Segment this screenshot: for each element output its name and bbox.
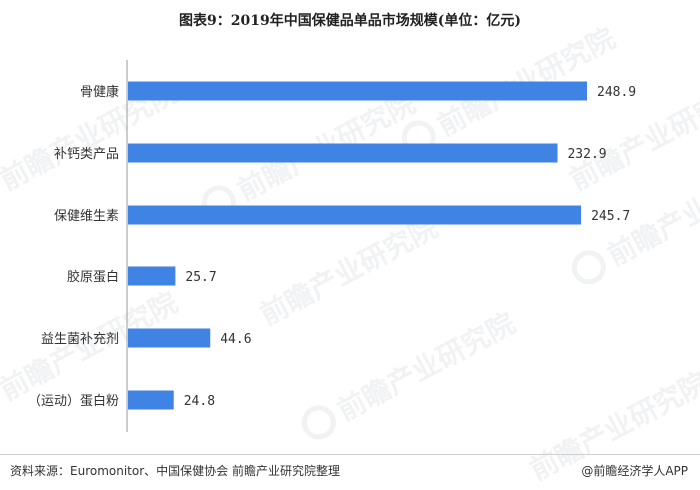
value-label: 24.8 bbox=[184, 394, 215, 409]
bar bbox=[128, 328, 211, 348]
bar bbox=[128, 205, 582, 225]
footer-brand: @前瞻经济学人APP bbox=[581, 464, 688, 478]
category-label: 保健维生素 bbox=[54, 209, 119, 224]
category-label: 胶原蛋白 bbox=[67, 269, 119, 285]
category-label: 益生菌补充剂 bbox=[41, 331, 119, 347]
category-label: 骨健康 bbox=[80, 84, 119, 100]
bar-chart: 骨健康 248.9 补钙类产品 232.9 保健维生素 245.7 胶原蛋白 25.7 益生菌补… bbox=[28, 60, 636, 432]
footer: 资料来源：Euromonitor、中国保健协会 前瞻产业研究院整理 @前瞻经济学… bbox=[0, 454, 700, 490]
value-label: 248.9 bbox=[597, 85, 636, 100]
bar bbox=[128, 390, 174, 410]
category-label: 补钙类产品 bbox=[54, 147, 119, 162]
bar bbox=[128, 81, 587, 101]
value-label: 245.7 bbox=[591, 209, 630, 224]
footer-source: 资料来源：Euromonitor、中国保健协会 前瞻产业研究院整理 bbox=[10, 464, 340, 478]
value-label: 25.7 bbox=[185, 270, 216, 285]
value-label: 232.9 bbox=[567, 147, 606, 162]
category-label: （运动）蛋白粉 bbox=[28, 393, 119, 409]
bars-layer: 骨健康 248.9 补钙类产品 232.9 保健维生素 245.7 胶原蛋白 25.7 益生菌补… bbox=[28, 81, 636, 410]
chart-title: 图表9：2019年中国保健品单品市场规模(单位：亿元) bbox=[179, 13, 521, 29]
value-label: 44.6 bbox=[220, 332, 251, 347]
bar bbox=[128, 143, 558, 163]
bar bbox=[128, 266, 176, 286]
